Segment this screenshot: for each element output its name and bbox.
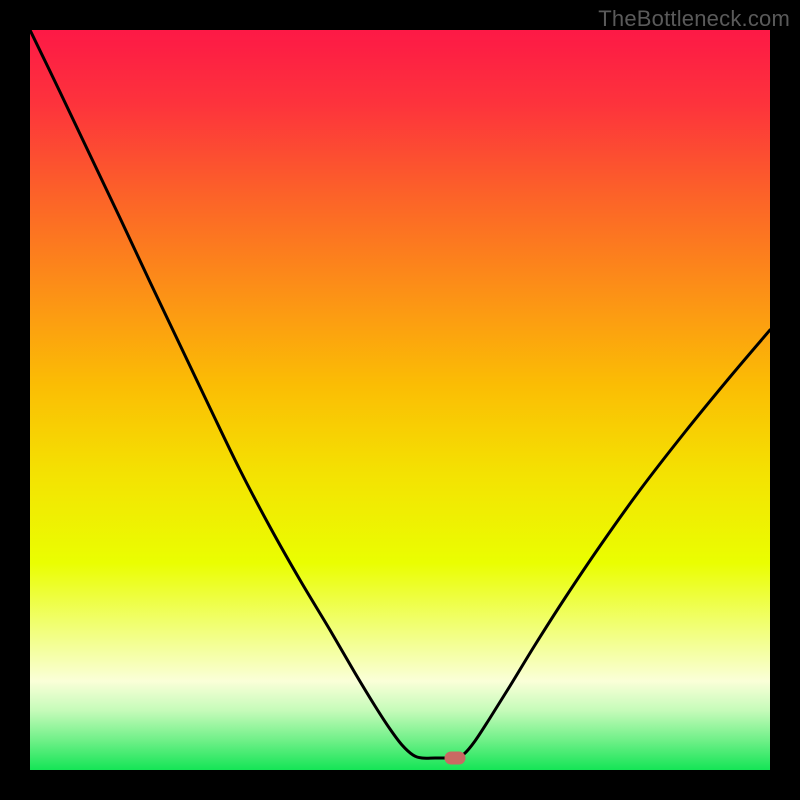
plot-area [30,30,770,770]
bottleneck-curve [30,30,770,758]
watermark-text: TheBottleneck.com [598,6,790,32]
chart-svg [30,30,770,770]
minimum-marker [445,752,465,764]
chart-frame: TheBottleneck.com [0,0,800,800]
